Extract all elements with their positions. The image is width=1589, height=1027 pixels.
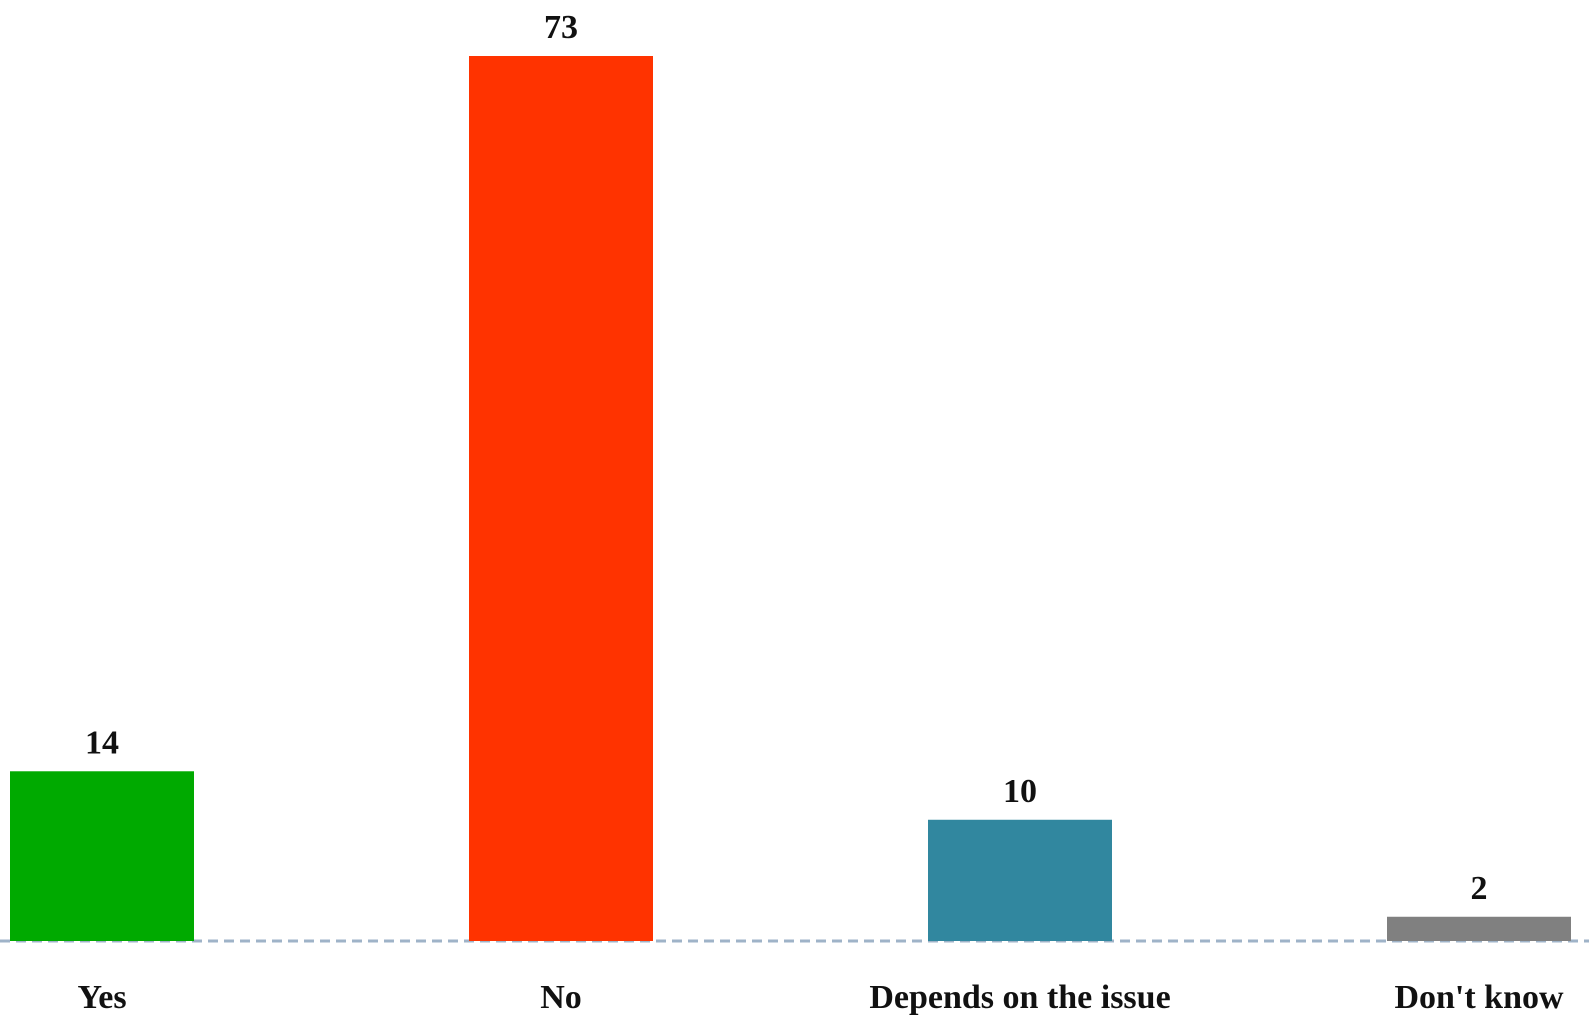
bar-1 [469,56,653,941]
value-label-1: 73 [544,9,578,46]
value-label-0: 14 [85,724,119,761]
value-label-2: 10 [1003,773,1037,810]
bar-3 [1387,916,1571,941]
value-labels-group: 14 73 10 2 [85,9,1488,907]
category-label-0: Yes [77,979,126,1016]
bar-0 [10,771,194,941]
category-label-2: Depends on the issue [869,979,1170,1016]
category-label-1: No [540,979,582,1016]
bar-2 [928,819,1112,941]
category-label-3: Don't know [1394,979,1564,1016]
category-labels-group: Yes No Depends on the issue Don't know [77,979,1564,1016]
value-label-3: 2 [1471,870,1488,907]
bars-group [10,56,1571,941]
